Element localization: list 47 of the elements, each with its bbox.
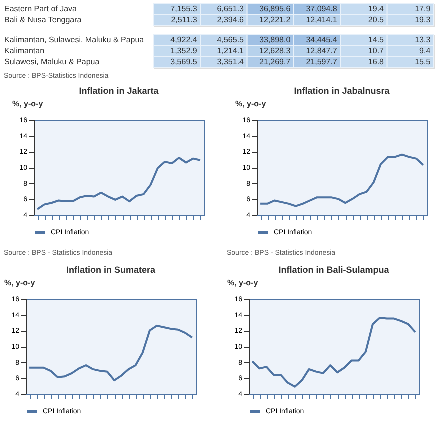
line-series bbox=[28, 324, 194, 382]
data-label: 17.9 bbox=[415, 4, 432, 14]
y-tick-label: Bali & Nusa Tenggara bbox=[4, 16, 82, 24]
data-label: 3,569.5 bbox=[170, 58, 198, 66]
data-label: 4,922.4 bbox=[170, 36, 198, 44]
data-label: 37,094.8 bbox=[306, 4, 338, 14]
data-label: 2,511.3 bbox=[171, 16, 198, 24]
data-label: 6,651.3 bbox=[217, 4, 245, 14]
data-label: 13.3 bbox=[415, 36, 432, 44]
y-tick-label: Eastern Part of Java bbox=[4, 4, 78, 14]
chart-title: Inflation in Sumatera bbox=[66, 265, 156, 275]
data-label: 33,898.0 bbox=[260, 36, 292, 44]
data-label: 12,847.7 bbox=[306, 46, 338, 56]
data-label: 21,597.7 bbox=[306, 58, 338, 66]
data-label: 3,351.4 bbox=[217, 58, 245, 66]
chart-title: Inflation in Jakarta bbox=[79, 86, 160, 96]
data-label: 36,895.6 bbox=[260, 4, 292, 14]
data-label: 12,221.2 bbox=[260, 16, 292, 24]
data-label: 4,565.5 bbox=[217, 36, 245, 44]
data-label: 12,628.3 bbox=[260, 46, 292, 56]
data-label: 14.5 bbox=[368, 36, 385, 44]
data-label: 1,214.1 bbox=[217, 46, 245, 56]
y-axis-title: %, y-o-y bbox=[12, 100, 44, 108]
data-label: 1,352.9 bbox=[170, 46, 198, 56]
y-axis-title: %, y-o-y bbox=[236, 100, 267, 108]
y-axis-title: %, y-o-y bbox=[4, 278, 36, 288]
data-label: 34,445.4 bbox=[306, 36, 338, 44]
y-tick-label: Kalimantan, Sulawesi, Maluku & Papua bbox=[4, 36, 145, 44]
y-tick-label: Sulawesi, Maluku & Papua bbox=[4, 58, 100, 66]
data-label: 10.7 bbox=[368, 46, 385, 56]
line-series bbox=[252, 317, 416, 388]
chart-title: Inflation in Jabalnusra bbox=[294, 86, 391, 96]
y-tick-label: Kalimantan bbox=[4, 46, 45, 56]
data-label: 12,414.1 bbox=[306, 16, 338, 24]
line-series bbox=[36, 157, 202, 210]
data-label: 19.4 bbox=[368, 4, 385, 14]
data-label: 2,394.6 bbox=[217, 16, 245, 24]
chart-title: Inflation in Bali-Sulampua bbox=[278, 265, 390, 275]
data-label: 19.3 bbox=[415, 16, 432, 24]
data-label: 20.5 bbox=[368, 16, 385, 24]
data-label: 21,269.7 bbox=[260, 58, 292, 66]
data-label: 9.4 bbox=[420, 46, 432, 56]
data-label: 15.5 bbox=[415, 58, 432, 66]
line-series bbox=[260, 154, 424, 208]
y-axis-title: %, y-o-y bbox=[228, 278, 259, 288]
data-label: 7,155.3 bbox=[170, 4, 198, 14]
data-label: 16.8 bbox=[368, 58, 385, 66]
